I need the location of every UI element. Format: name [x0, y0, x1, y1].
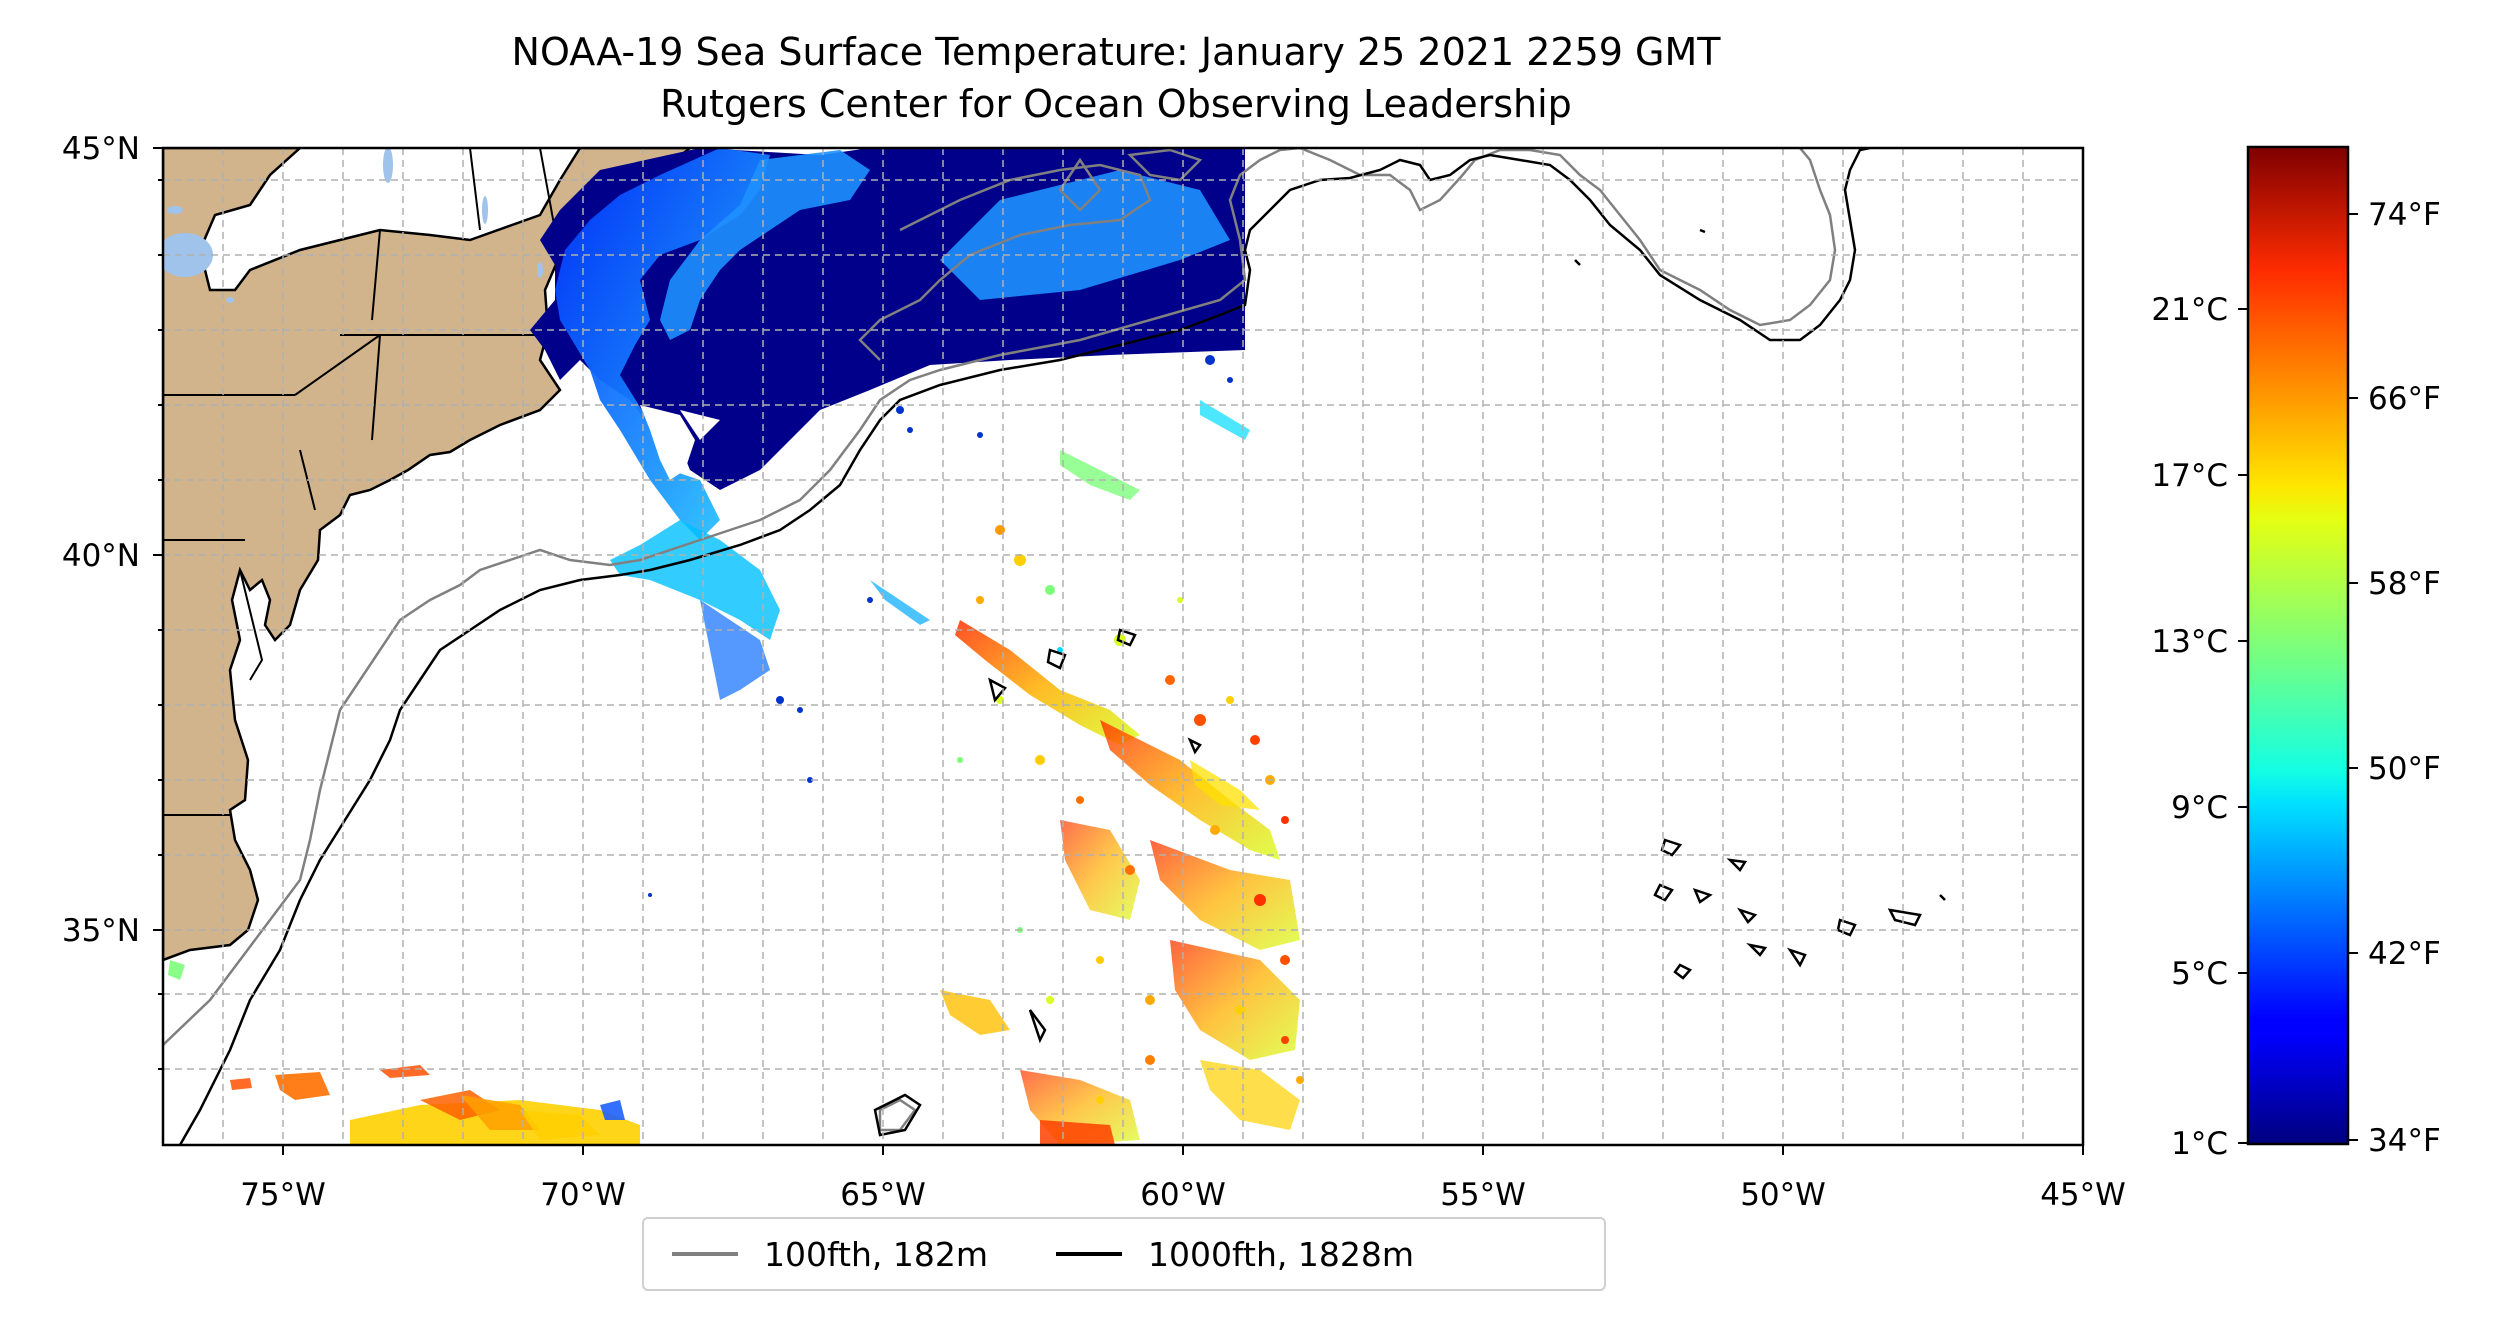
colorbar-ticks [2238, 213, 2358, 1144]
map-subtitle: Rutgers Center for Ocean Observing Leade… [660, 82, 1572, 126]
colorbar-celsius-label: 17°C [2151, 458, 2228, 494]
colorbar-celsius-label: 5°C [2171, 956, 2228, 992]
map-title: NOAA-19 Sea Surface Temperature: January… [511, 30, 1721, 74]
lat-tick-label: 45°N [62, 131, 140, 167]
legend-label: 100fth, 182m [764, 1234, 988, 1274]
colorbar-fahrenheit-label: 58°F [2368, 566, 2441, 602]
axis-ticks [153, 147, 2084, 1155]
sst-warm-field [870, 400, 1300, 1145]
colorbar-fahrenheit-label: 66°F [2368, 381, 2441, 417]
map-frame [161, 146, 2085, 1147]
isobath-legend: 100fth, 182m 1000fth, 1828m [642, 1217, 1606, 1291]
colorbar: 1°C 5°C 9°C 13°C 17°C 21°C 34°F 42°F 50°… [2151, 145, 2441, 1162]
colorbar-fahrenheit-label: 34°F [2368, 1123, 2441, 1159]
lon-tick-label: 45°W [2040, 1177, 2126, 1213]
lakes [163, 148, 543, 303]
colorbar-celsius-label: 21°C [2151, 292, 2228, 328]
lon-tick-label: 70°W [540, 1177, 626, 1213]
lon-tick-labels: 75°W 70°W 65°W 60°W 55°W 50°W 45°W [240, 1177, 2126, 1213]
gridlines [163, 148, 2083, 1145]
legend-item-100fth: 100fth, 182m [672, 1235, 988, 1274]
lat-tick-label: 35°N [62, 913, 140, 949]
legend-item-1000fth: 1000fth, 1828m [1056, 1235, 1414, 1274]
colorbar-fahrenheit-label: 42°F [2368, 936, 2441, 972]
sst-warm-specks [957, 525, 1304, 1104]
lon-tick-label: 50°W [1740, 1177, 1826, 1213]
sst-cold-specks [648, 355, 1233, 897]
lon-tick-label: 55°W [1440, 1177, 1526, 1213]
lon-tick-label: 60°W [1140, 1177, 1226, 1213]
lon-tick-label: 65°W [840, 1177, 926, 1213]
colorbar-gradient [2246, 145, 2350, 1146]
legend-line-gray [672, 1252, 738, 1256]
sst-southern-warm [168, 960, 640, 1145]
lat-tick-label: 40°N [62, 538, 140, 574]
colorbar-celsius-label: 1°C [2171, 1126, 2228, 1162]
lon-tick-label: 75°W [240, 1177, 326, 1213]
legend-label: 1000fth, 1828m [1148, 1234, 1414, 1274]
lat-tick-labels: 35°N 40°N 45°N [62, 131, 140, 949]
map-area [163, 148, 2083, 1145]
colorbar-celsius-label: 9°C [2171, 790, 2228, 826]
legend-line-black [1056, 1252, 1122, 1256]
colorbar-celsius-label: 13°C [2151, 624, 2228, 660]
colorbar-fahrenheit-label: 50°F [2368, 751, 2441, 787]
colorbar-fahrenheit-label: 74°F [2368, 197, 2441, 233]
